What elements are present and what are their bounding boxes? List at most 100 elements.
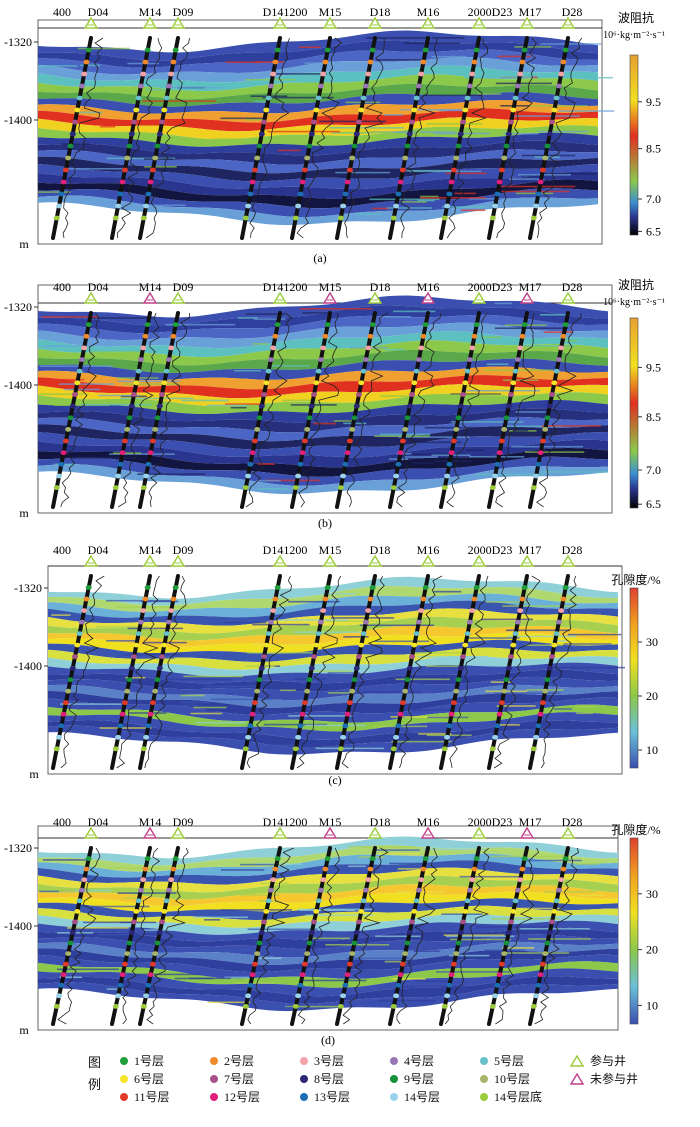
layer-marker [530,746,537,752]
well-log-curve [493,575,541,769]
layer-marker [315,95,322,101]
section-streak [220,869,265,871]
layer-marker [76,898,83,904]
layer-marker [292,485,299,490]
layer-marker [415,887,422,893]
layer-marker [315,631,322,636]
layer-marker [446,191,453,197]
layer-marker [441,746,448,752]
section-streak [544,890,597,893]
legend-item: 14号层底 [480,1088,542,1105]
section-streak [425,665,459,667]
layer-marker [154,940,161,946]
section-streak [163,678,232,681]
layer-marker [60,450,67,456]
layer-marker [537,711,544,717]
well-label: D09 [173,543,194,557]
section-streak [327,672,360,674]
colorbar-tick-label: 20 [646,943,658,957]
legend-label: 2号层 [224,1054,255,1068]
section-streak [551,666,625,669]
layer-marker [411,380,418,386]
layer-marker [365,877,372,883]
section-band [38,982,618,1012]
section-streak [420,197,486,199]
section-streak [490,855,565,858]
layer-marker [124,427,131,432]
layer-marker [274,322,281,327]
layer-marker [78,357,85,362]
section-streak [74,889,111,892]
section-streak [58,383,115,385]
layer-marker [514,83,521,89]
layer-marker [501,951,508,956]
layer-marker [358,642,365,648]
layer-marker [112,1004,119,1009]
layer-marker [503,143,510,149]
section-streak [83,921,133,924]
section-band [38,358,608,381]
well-label: M15 [319,815,342,829]
layer-marker [346,961,353,967]
section-streak [369,198,440,201]
layer-marker [247,461,254,467]
layer-marker [455,415,462,421]
depth-unit-label: m [19,1023,29,1037]
layer-marker [74,380,81,386]
section-streak [541,471,608,473]
layer-marker [258,930,265,935]
section-streak [263,723,328,726]
well-label: D18 [370,815,391,829]
layer-marker [172,47,179,53]
layer-marker [453,951,460,956]
well-label: 2000D23 [468,815,513,829]
well-log-curve [400,37,438,239]
layer-marker [137,887,144,893]
legend-item: 6号层 [120,1070,164,1087]
section-streak [137,473,206,475]
section-streak [530,105,588,107]
section-streak [410,652,468,654]
colorbar-tick-label: 30 [646,635,658,649]
layer-marker [67,143,74,149]
layer-marker [121,961,128,967]
layer-marker [320,345,327,351]
layer-marker [496,179,503,185]
layer-marker [147,179,154,185]
layer-marker [156,665,163,671]
section-streak [179,701,212,704]
section-streak [127,627,183,630]
section-streak [406,898,474,900]
layer-marker [420,866,427,872]
layer-marker [441,215,448,221]
well-log-curve [246,575,292,769]
section-band [48,600,618,626]
layer-marker [163,631,170,636]
layer-marker [117,982,124,988]
section-streak [206,927,225,930]
section-streak [51,614,71,616]
well-log-curve [444,847,490,1025]
layer-marker [67,677,74,683]
section-streak [39,365,113,367]
layer-marker [53,746,60,752]
layer-marker [546,403,553,409]
layer-marker [161,380,168,386]
layer-marker [533,473,540,479]
section-streak [313,422,336,425]
layer-marker [172,585,179,590]
section-streak [61,143,91,145]
layer-marker [535,982,542,988]
section-streak [212,138,265,141]
depth-tick-label: -1400 [4,113,32,127]
section-streak [375,640,430,643]
section-streak [254,100,270,103]
layer-marker [562,856,569,861]
section-streak [122,383,180,385]
layer-marker [274,585,281,590]
section-streak [288,600,340,603]
layer-marker [369,585,376,590]
layer-marker [390,215,397,221]
layer-marker [322,333,329,339]
layer-marker [131,392,137,397]
